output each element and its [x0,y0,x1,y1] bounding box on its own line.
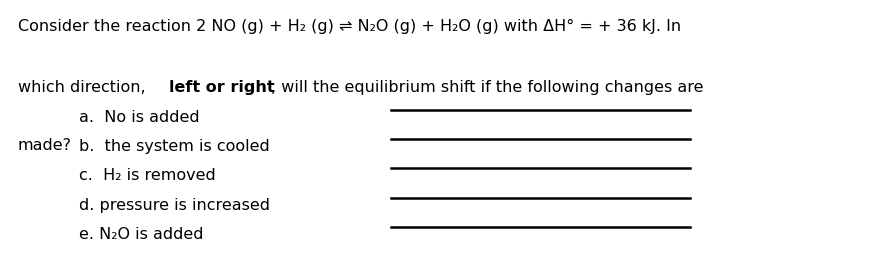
Text: , will the equilibrium shift if the following changes are: , will the equilibrium shift if the foll… [270,80,702,95]
Text: e. N₂O is added: e. N₂O is added [79,227,204,242]
Text: c.  H₂ is removed: c. H₂ is removed [79,168,216,183]
Text: made?: made? [18,138,71,153]
Text: b.  the system is cooled: b. the system is cooled [79,139,270,154]
Text: left or right: left or right [169,80,274,95]
Text: d. pressure is increased: d. pressure is increased [79,198,270,212]
Text: a.  No is added: a. No is added [79,110,199,125]
Text: which direction,: which direction, [18,80,150,95]
Text: Consider the reaction 2 NO (g) + H₂ (g) ⇌ N₂O (g) + H₂O (g) with ΔH° = + 36 kJ. : Consider the reaction 2 NO (g) + H₂ (g) … [18,19,680,34]
